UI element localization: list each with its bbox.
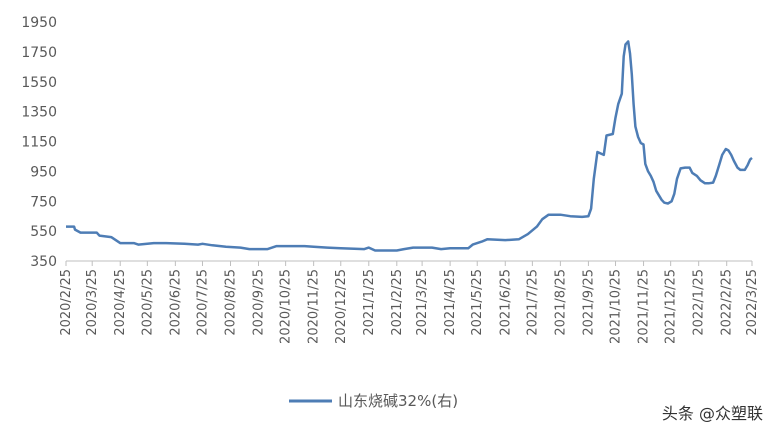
y-tick-label: 1150	[21, 135, 57, 151]
x-tick-label: 2022/3/25	[745, 269, 760, 336]
watermark-text: 头条 @众塑联	[661, 404, 763, 423]
y-tick-label: 1750	[21, 45, 57, 61]
x-tick-label: 2021/2/25	[390, 269, 405, 336]
x-tick-label: 2020/6/25	[168, 269, 183, 336]
x-tick-label: 2022/1/25	[692, 269, 707, 336]
x-tick-label: 2022/2/25	[720, 269, 735, 336]
y-tick-label: 1950	[21, 15, 57, 31]
x-tick-label: 2020/9/25	[252, 269, 267, 336]
x-axis: 2020/2/25 2020/3/25 2020/4/25 2020/5/25 2020…	[59, 261, 760, 344]
x-tick-label: 2021/10/25	[609, 269, 624, 344]
x-tick-label: 2021/9/25	[581, 269, 596, 336]
x-tick-label: 2021/8/25	[553, 269, 568, 336]
x-tick-label: 2021/11/25	[637, 269, 652, 344]
x-tick-label: 2021/7/25	[525, 269, 540, 336]
x-tick-label: 2020/7/25	[195, 269, 210, 336]
legend-label: 山东烧碱32%(右)	[338, 392, 458, 410]
x-tick-label: 2021/1/25	[362, 269, 377, 336]
series-layer	[66, 40, 753, 252]
y-tick-label: 750	[30, 194, 57, 210]
x-tick-label: 2020/4/25	[113, 269, 128, 336]
x-tick-label: 2020/2/25	[59, 269, 74, 336]
x-tick-label: 2020/12/25	[334, 269, 349, 344]
x-tick-label: 2020/8/25	[223, 269, 238, 336]
y-tick-label: 350	[30, 254, 57, 270]
y-tick-label: 1350	[21, 105, 57, 121]
legend: 山东烧碱32%(右)	[289, 392, 458, 410]
x-tick-label: 2021/5/25	[470, 269, 485, 336]
series-line	[66, 40, 753, 252]
x-tick-label: 2021/4/25	[443, 269, 458, 336]
x-tick-label: 2020/5/25	[140, 269, 155, 336]
x-tick-label: 2021/6/25	[498, 269, 513, 336]
x-tick-label: 2021/12/25	[664, 269, 679, 344]
x-tick-label: 2020/3/25	[85, 269, 100, 336]
y-tick-label: 950	[30, 164, 57, 180]
x-tick-label: 2021/3/25	[415, 269, 430, 336]
y-tick-label: 1550	[21, 75, 57, 91]
x-tick-label: 2020/10/25	[279, 269, 294, 344]
y-axis: 350 550 750 950 1150 1350 1550 1750 1950	[21, 15, 57, 270]
x-tick-label: 2020/11/25	[307, 269, 322, 344]
y-tick-label: 550	[30, 224, 57, 240]
